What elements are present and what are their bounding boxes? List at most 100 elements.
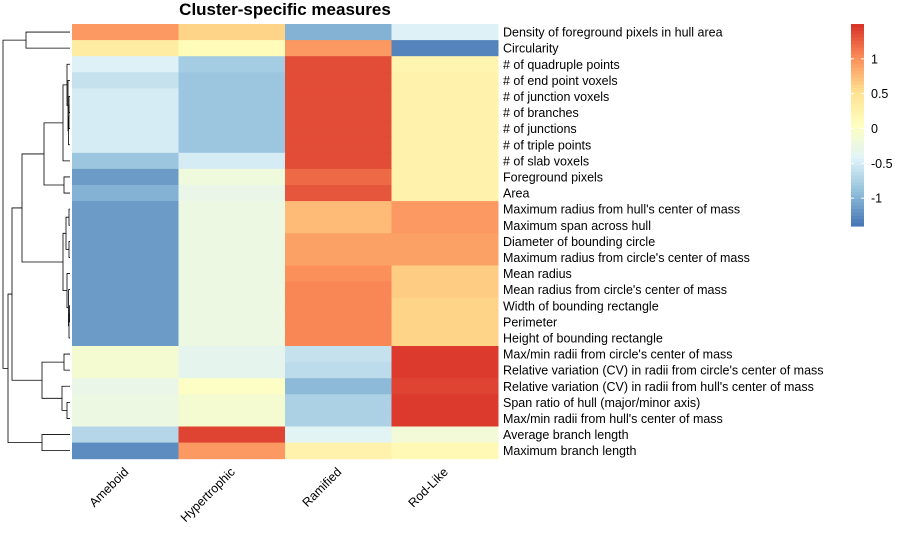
legend-swatch [851, 212, 864, 217]
legend-swatch [851, 195, 864, 200]
legend-swatch [851, 182, 864, 187]
legend-swatch [851, 205, 864, 210]
row-labels: Density of foreground pixels in hull are… [503, 26, 824, 459]
heatmap-cell [391, 346, 499, 363]
dendrogram-link [43, 122, 64, 186]
legend-swatch [851, 54, 864, 59]
column-label: Rod-Like [406, 465, 451, 510]
row-label: Diameter of bounding circle [503, 235, 655, 249]
row-label: Area [503, 187, 529, 201]
legend-tick-label: 1 [871, 52, 878, 66]
legend-tick-label: -1 [871, 192, 882, 206]
heatmap-cell [285, 346, 392, 363]
heatmap-cell [178, 313, 286, 331]
heatmap-cell [391, 249, 499, 266]
heatmap-cell [178, 265, 286, 283]
row-label: Average branch length [503, 428, 629, 442]
heatmap-cell [391, 265, 499, 283]
heatmap-cell [178, 104, 286, 122]
heatmap-cell [391, 185, 499, 202]
heatmap-cell [285, 426, 392, 444]
heatmap-cell [178, 346, 286, 363]
heatmap-cell [285, 152, 392, 170]
heatmap-cell [391, 233, 499, 250]
heatmap-cell [391, 120, 499, 138]
heatmap-cell [391, 168, 499, 186]
heatmap-cell [285, 217, 392, 234]
legend-swatch [851, 27, 864, 32]
dendrogram-link [61, 385, 70, 411]
dendrogram-link [7, 293, 42, 443]
heatmap-cell [285, 88, 392, 105]
row-label: Circularity [503, 42, 559, 56]
legend-swatch [851, 151, 864, 156]
legend-swatch [851, 37, 864, 42]
legend-swatch [851, 128, 864, 133]
heatmap-cell [285, 168, 392, 186]
legend-swatch [851, 215, 864, 220]
heatmap-cell [178, 120, 286, 138]
dendrogram-root [2, 39, 26, 369]
heatmap-cell [178, 152, 286, 170]
dendrogram-link [41, 434, 70, 452]
heatmap-cell [72, 313, 179, 331]
legend-swatch [851, 111, 864, 116]
legend-swatch [851, 114, 864, 119]
heatmap-cell [391, 201, 499, 218]
legend-swatch [851, 57, 864, 62]
heatmap-cell [285, 201, 392, 218]
heatmap-cell [178, 56, 286, 73]
row-label: Mean radius from circle's center of mass [503, 283, 727, 297]
heatmap-cell [178, 136, 286, 154]
row-label: # of quadruple points [503, 58, 620, 72]
row-label: Max/min radii from hull's center of mass [503, 412, 723, 426]
heatmap-cell [391, 40, 499, 57]
heatmap-cell [178, 362, 286, 379]
heatmap-cell [285, 56, 392, 73]
legend-swatch [851, 44, 864, 49]
legend-swatch [851, 30, 864, 35]
chart-title: Cluster-specific measures [179, 0, 391, 19]
legend-swatch [851, 138, 864, 143]
dendrogram-link [66, 63, 70, 106]
heatmap-cell [178, 201, 286, 218]
heatmap-cell [391, 297, 499, 315]
heatmap-cell [285, 104, 392, 122]
row-label: Relative variation (CV) in radii from ci… [503, 364, 824, 378]
column-label: Hypertrophic [178, 465, 238, 525]
heatmap-cell [72, 378, 179, 395]
row-label: Width of bounding rectangle [503, 299, 659, 313]
dendrogram-link [63, 353, 70, 371]
row-label: Foreground pixels [503, 170, 603, 184]
heatmap-cell [72, 233, 179, 250]
legend-swatch [851, 148, 864, 153]
heatmap-cell [391, 410, 499, 427]
heatmap-cell [178, 297, 286, 315]
row-label: # of junctions [503, 122, 577, 136]
heatmap-cell [178, 281, 286, 299]
legend-swatch [851, 98, 864, 103]
legend-swatch [851, 135, 864, 140]
heatmap-cell [72, 410, 179, 427]
row-label: Perimeter [503, 315, 557, 329]
heatmap-cell [72, 88, 179, 105]
heatmap-cell [72, 24, 179, 41]
legend-tick-label: 0.5 [871, 87, 888, 101]
dendrogram-link [65, 216, 69, 250]
heatmap-cell [72, 394, 179, 411]
row-label: # of triple points [503, 138, 591, 152]
legend-swatch [851, 47, 864, 52]
heatmap-cell [285, 394, 392, 411]
heatmap-cell [391, 24, 499, 41]
legend-swatch [851, 87, 864, 92]
heatmap-cell [285, 362, 392, 379]
heatmap-cell [72, 249, 179, 266]
legend-swatch [851, 84, 864, 89]
column-label: Ramified [300, 465, 345, 510]
heatmap-cell [72, 426, 179, 444]
heatmap-cell [72, 217, 179, 234]
heatmap-cell [178, 394, 286, 411]
dendrogram-link [21, 153, 63, 263]
heatmap-cell [391, 217, 499, 234]
